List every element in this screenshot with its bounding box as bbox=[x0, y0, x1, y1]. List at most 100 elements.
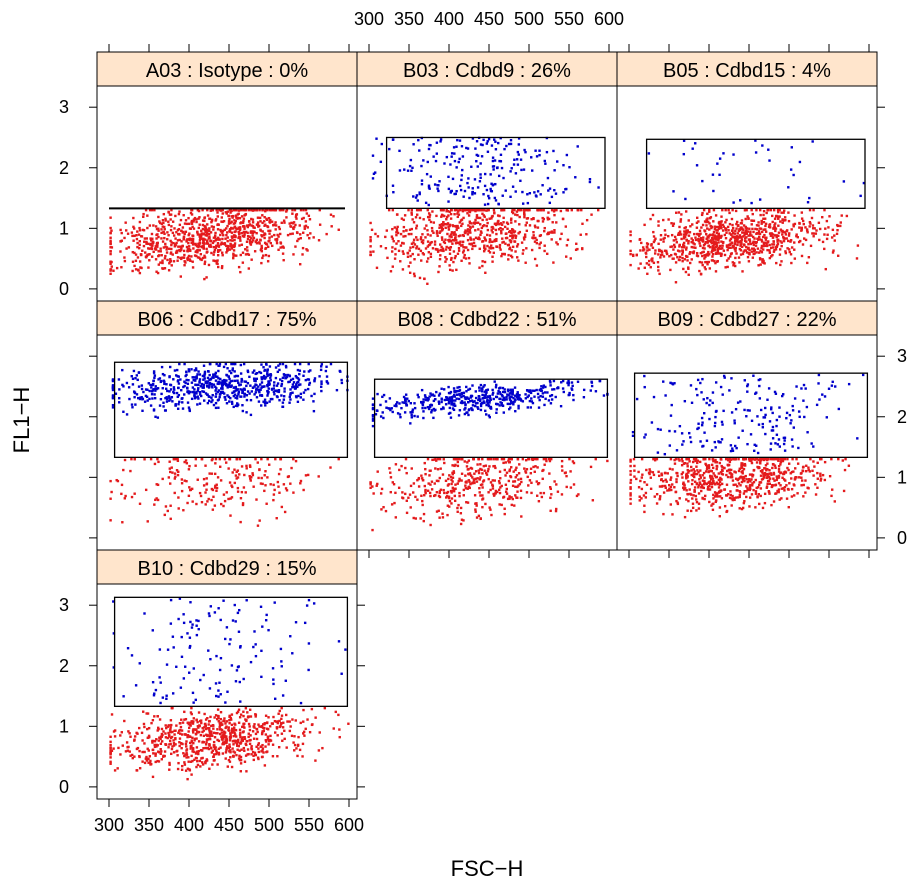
negative-point bbox=[416, 238, 419, 242]
negative-point bbox=[138, 220, 142, 224]
positive-point bbox=[481, 393, 484, 397]
positive-point bbox=[280, 384, 283, 388]
negative-point bbox=[475, 480, 479, 483]
negative-point bbox=[158, 221, 162, 225]
positive-point bbox=[798, 160, 802, 164]
positive-point bbox=[281, 405, 284, 409]
negative-point bbox=[693, 472, 697, 476]
negative-point bbox=[219, 465, 222, 468]
negative-point bbox=[417, 247, 421, 251]
negative-point bbox=[285, 210, 288, 213]
negative-point bbox=[474, 244, 477, 248]
positive-point bbox=[202, 378, 205, 381]
negative-point bbox=[170, 247, 173, 251]
negative-point bbox=[162, 212, 166, 216]
negative-point bbox=[282, 258, 285, 262]
negative-point bbox=[162, 221, 165, 225]
positive-point bbox=[248, 392, 251, 395]
negative-point bbox=[110, 229, 113, 232]
positive-point bbox=[398, 169, 402, 172]
negative-point bbox=[732, 264, 735, 267]
negative-point bbox=[719, 471, 723, 474]
negative-point bbox=[430, 240, 433, 244]
negative-point bbox=[212, 259, 215, 262]
negative-point bbox=[649, 476, 652, 479]
negative-point bbox=[188, 222, 191, 226]
positive-point bbox=[423, 394, 427, 397]
negative-point bbox=[754, 492, 758, 495]
negative-point bbox=[453, 208, 457, 212]
positive-point bbox=[307, 370, 311, 373]
negative-point bbox=[768, 482, 771, 485]
negative-point bbox=[396, 225, 399, 229]
strip-a03 bbox=[96, 51, 358, 87]
positive-point bbox=[262, 376, 266, 380]
negative-point bbox=[670, 245, 674, 248]
negative-point bbox=[467, 485, 471, 489]
negative-point bbox=[413, 258, 416, 261]
negative-point bbox=[184, 459, 188, 462]
negative-point bbox=[823, 247, 826, 251]
negative-point bbox=[453, 499, 457, 503]
negative-point bbox=[467, 479, 470, 482]
negative-point bbox=[427, 482, 430, 485]
negative-point bbox=[184, 219, 188, 222]
negative-point bbox=[711, 477, 715, 480]
negative-point bbox=[698, 238, 702, 241]
negative-point bbox=[772, 250, 776, 253]
positive-point bbox=[701, 179, 704, 183]
negative-point bbox=[556, 490, 560, 493]
positive-point bbox=[224, 398, 227, 401]
positive-point bbox=[498, 159, 501, 163]
negative-point bbox=[428, 213, 432, 217]
negative-point bbox=[443, 491, 446, 495]
positive-point bbox=[562, 191, 565, 194]
negative-point bbox=[763, 501, 767, 505]
negative-point bbox=[555, 221, 558, 224]
negative-point bbox=[433, 458, 436, 461]
negative-point bbox=[171, 253, 174, 256]
negative-point bbox=[528, 224, 532, 227]
negative-point bbox=[190, 241, 193, 244]
negative-point bbox=[186, 501, 189, 505]
negative-point bbox=[689, 261, 692, 265]
positive-point bbox=[525, 389, 529, 392]
negative-point bbox=[683, 483, 686, 486]
positive-point bbox=[168, 399, 171, 402]
positive-point bbox=[174, 404, 177, 407]
positive-point bbox=[491, 391, 495, 395]
negative-point bbox=[233, 481, 237, 485]
negative-point bbox=[308, 237, 311, 240]
positive-point bbox=[440, 407, 443, 411]
negative-point bbox=[418, 276, 422, 280]
negative-point bbox=[638, 499, 641, 502]
negative-point bbox=[498, 246, 502, 249]
positive-point bbox=[499, 160, 503, 163]
positive-point bbox=[451, 177, 455, 181]
negative-point bbox=[297, 237, 300, 241]
negative-point bbox=[735, 252, 738, 255]
positive-point bbox=[222, 365, 226, 369]
negative-point bbox=[710, 504, 713, 507]
negative-point bbox=[543, 229, 546, 233]
negative-point bbox=[481, 218, 484, 222]
negative-point bbox=[783, 216, 787, 219]
negative-point bbox=[112, 269, 115, 272]
negative-point bbox=[698, 269, 701, 273]
negative-point bbox=[501, 208, 505, 212]
negative-point bbox=[771, 243, 774, 246]
positive-point bbox=[142, 390, 145, 394]
negative-point bbox=[514, 494, 517, 497]
negative-point bbox=[575, 242, 578, 245]
negative-point bbox=[705, 224, 708, 227]
negative-point bbox=[481, 483, 484, 486]
negative-point bbox=[701, 240, 705, 243]
negative-point bbox=[473, 472, 476, 475]
positive-point bbox=[565, 153, 569, 157]
negative-point bbox=[518, 223, 521, 226]
negative-point bbox=[242, 486, 246, 489]
negative-point bbox=[728, 239, 732, 242]
positive-point bbox=[177, 393, 181, 397]
negative-point bbox=[198, 242, 201, 245]
positive-point bbox=[481, 143, 484, 147]
